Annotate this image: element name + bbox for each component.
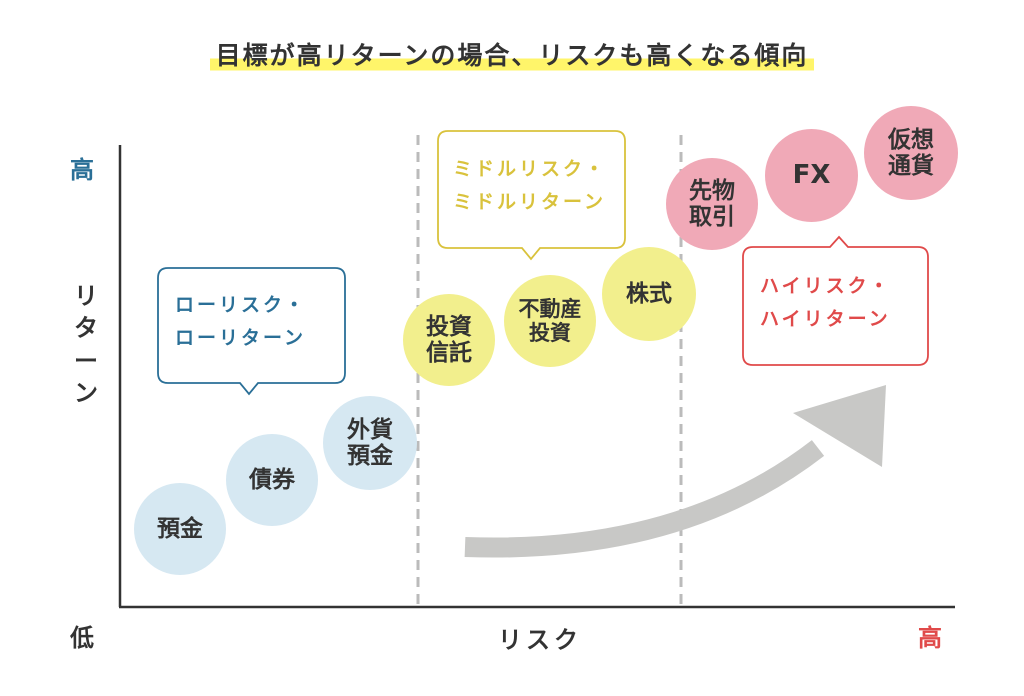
y-axis-title: リターン (74, 282, 98, 408)
x-axis-high-label: 高 (918, 624, 942, 652)
circle-deposit-label: 預金 (157, 515, 203, 542)
circle-fx: FX (765, 129, 858, 222)
curved-arrow-icon (464, 385, 886, 558)
bubble-middle-outline (437, 130, 626, 261)
circle-investment-trust-label: 投資 信託 (426, 313, 472, 366)
y-axis-low-label: 低 (70, 624, 94, 652)
circle-deposit: 預金 (134, 483, 226, 575)
bubble-high-label: ハイリスク・ ハイリターン (760, 275, 892, 331)
bubble-low-outline (157, 267, 346, 396)
circle-real-estate: 不動産 投資 (504, 275, 596, 367)
circle-stock: 株式 (602, 247, 696, 341)
circle-stock-label: 株式 (626, 280, 672, 307)
circle-investment-trust: 投資 信託 (403, 294, 495, 386)
y-axis-high-label: 高 (70, 156, 94, 184)
circle-bond-label: 債券 (249, 466, 295, 493)
circle-crypto-label: 仮想 通貨 (888, 126, 934, 179)
bubble-middle-label: ミドルリスク・ ミドルリターン (453, 158, 607, 214)
diagram-title: 目標が高リターンの場合、リスクも高くなる傾向 (209, 36, 815, 72)
title-container: 目標が高リターンの場合、リスクも高くなる傾向 (0, 36, 1024, 72)
circle-crypto: 仮想 通貨 (864, 106, 958, 200)
circle-foreign-deposit: 外貨 預金 (323, 396, 417, 490)
circle-futures-label: 先物 取引 (689, 177, 735, 230)
circle-real-estate-label: 不動産 投資 (518, 296, 582, 345)
bubble-low-label: ローリスク・ ローリターン (175, 294, 307, 350)
bubble-high-outline (742, 235, 929, 366)
circle-foreign-deposit-label: 外貨 預金 (347, 416, 393, 469)
circle-fx-label: FX (792, 159, 831, 190)
circle-bond: 債券 (226, 434, 318, 526)
x-axis-title: リスク (498, 626, 582, 654)
circle-futures: 先物 取引 (666, 158, 758, 250)
